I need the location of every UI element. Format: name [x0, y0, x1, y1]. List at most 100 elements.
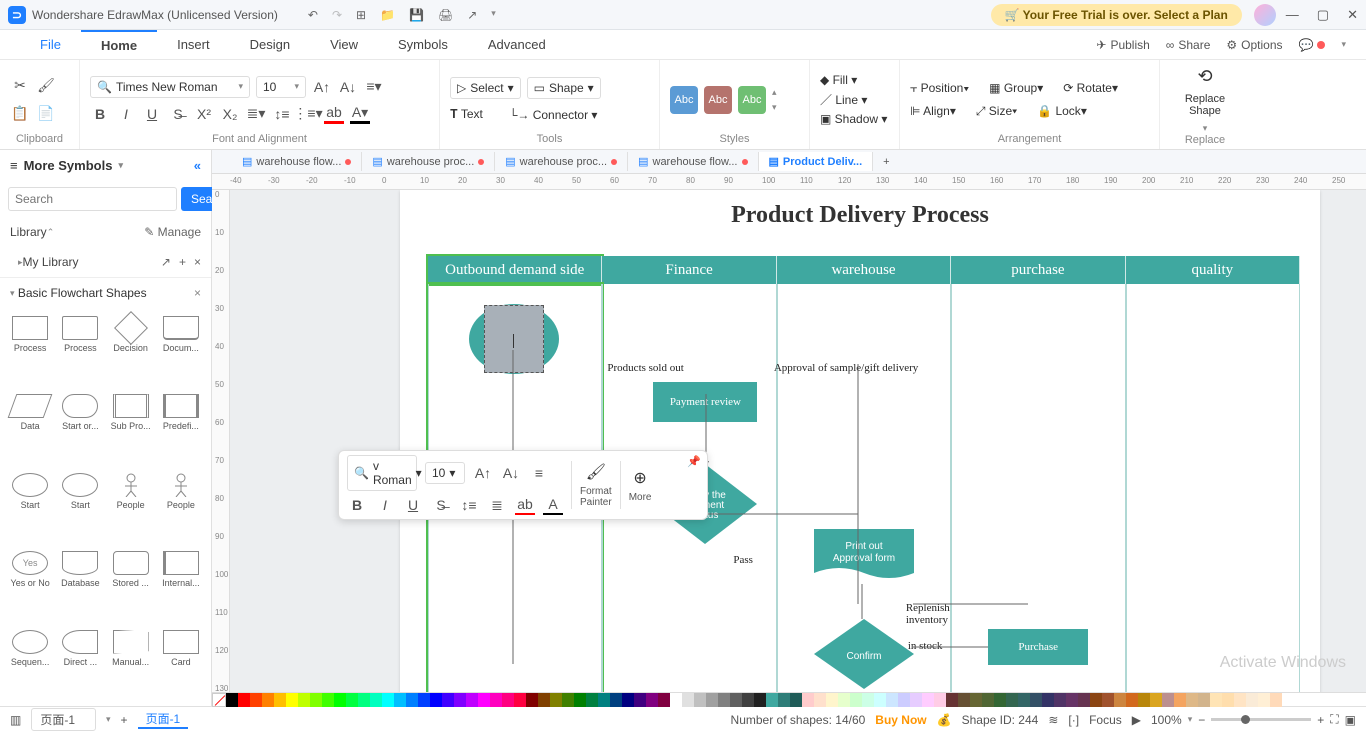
no-color-swatch[interactable] [212, 693, 226, 707]
color-swatch[interactable] [730, 693, 742, 707]
doc-tab-2[interactable]: ▤warehouse proc... [362, 152, 495, 171]
lane-body-4[interactable] [1126, 284, 1300, 692]
shape-startor[interactable]: Start or... [56, 390, 104, 466]
color-swatch[interactable] [514, 693, 526, 707]
mini-highlight-icon[interactable]: ab [515, 495, 535, 515]
color-swatch[interactable] [886, 693, 898, 707]
color-swatch[interactable] [814, 693, 826, 707]
color-swatch[interactable] [550, 693, 562, 707]
color-swatch[interactable] [1210, 693, 1222, 707]
lane-header-2[interactable]: warehouse [777, 256, 951, 284]
shape-subpro[interactable]: Sub Pro... [107, 390, 155, 466]
connector-tool[interactable]: └→ Connector ▾ [509, 108, 598, 122]
lane-body-2[interactable]: Approval of sample/gift delivery Print o… [777, 284, 951, 692]
qat-more-icon[interactable]: ▾ [491, 8, 496, 22]
color-swatch[interactable] [1138, 693, 1150, 707]
more-symbols-label[interactable]: More Symbols [24, 158, 113, 173]
redo-icon[interactable]: ↷ [332, 8, 342, 22]
fit-icon[interactable]: ⛶ [1330, 712, 1338, 727]
linespace-icon[interactable]: ↕≡ [272, 104, 292, 124]
search-input[interactable] [8, 187, 177, 211]
mini-fontcolor-icon[interactable]: A [543, 495, 563, 515]
color-swatch[interactable] [1270, 693, 1282, 707]
color-swatch[interactable] [346, 693, 358, 707]
color-swatch[interactable] [574, 693, 586, 707]
user-avatar[interactable] [1254, 4, 1276, 26]
page-layout-icon[interactable]: ▥ [10, 713, 21, 727]
shape-sequen[interactable]: Sequen... [6, 626, 54, 702]
superscript-icon[interactable]: X² [194, 104, 214, 124]
color-swatch[interactable] [1114, 693, 1126, 707]
lane-header-4[interactable]: quality [1126, 256, 1300, 284]
doc-tab-5[interactable]: ▤Product Deliv... [759, 152, 874, 171]
color-swatch[interactable] [526, 693, 538, 707]
shape-stored[interactable]: Stored ... [107, 547, 155, 623]
minimize-icon[interactable]: — [1286, 7, 1299, 23]
color-swatch[interactable] [706, 693, 718, 707]
play-icon[interactable]: ▶ [1132, 713, 1141, 727]
numbering-icon[interactable]: ⋮≡▾ [298, 104, 318, 124]
decrease-font-icon[interactable]: A↓ [338, 77, 358, 97]
export-icon[interactable]: ↗ [467, 8, 477, 22]
color-swatch[interactable] [1198, 693, 1210, 707]
new-icon[interactable]: ⊞ [356, 8, 366, 22]
shape-payment-review[interactable]: Payment review [653, 382, 757, 422]
color-swatch[interactable] [1246, 693, 1258, 707]
color-swatch[interactable] [922, 693, 934, 707]
size-button[interactable]: ⤢ Size▾ [976, 104, 1017, 119]
canvas[interactable]: Product Delivery Process Outbound demand… [230, 190, 1366, 692]
color-swatch[interactable] [466, 693, 478, 707]
color-swatch[interactable] [838, 693, 850, 707]
color-swatch[interactable] [1222, 693, 1234, 707]
color-swatch[interactable] [262, 693, 274, 707]
page-tab[interactable]: 页面-1 [138, 710, 189, 729]
lane-header-1[interactable]: Finance [602, 256, 776, 284]
color-swatch[interactable] [1066, 693, 1078, 707]
paste-icon[interactable]: 📄 [36, 104, 56, 124]
mini-font-select[interactable]: 🔍v Roman▾ [347, 455, 417, 491]
color-swatch[interactable] [310, 693, 322, 707]
buy-now-link[interactable]: Buy Now [875, 713, 926, 727]
bullet-icon[interactable]: ≣▾ [246, 104, 266, 124]
section-basic-flowchart[interactable]: Basic Flowchart Shapes [18, 286, 147, 300]
undo-icon[interactable]: ↶ [308, 8, 318, 22]
doc-tab-3[interactable]: ▤warehouse proc... [495, 152, 628, 171]
zoom-slider[interactable] [1211, 718, 1311, 721]
color-swatch[interactable] [1150, 693, 1162, 707]
color-swatch[interactable] [634, 693, 646, 707]
color-swatch[interactable] [598, 693, 610, 707]
lib-close-icon[interactable]: × [194, 255, 201, 269]
focus-icon[interactable]: [·] [1068, 713, 1079, 727]
notification-icon[interactable]: 💬 [1299, 38, 1326, 52]
shape-purchase[interactable]: Purchase [988, 629, 1088, 665]
shape-database[interactable]: Database [56, 547, 104, 623]
add-page-icon[interactable]: + [121, 713, 128, 727]
color-swatch[interactable] [406, 693, 418, 707]
color-swatch[interactable] [766, 693, 778, 707]
color-swatch[interactable] [958, 693, 970, 707]
shape-people[interactable]: People [107, 469, 155, 545]
color-swatch[interactable] [1054, 693, 1066, 707]
color-swatch[interactable] [862, 693, 874, 707]
mini-align-icon[interactable]: ≡ [529, 463, 549, 483]
section-close-icon[interactable]: × [194, 286, 201, 300]
shape-card[interactable]: Card [157, 626, 205, 702]
color-swatch[interactable] [394, 693, 406, 707]
color-swatch[interactable] [1162, 693, 1174, 707]
color-swatch[interactable] [286, 693, 298, 707]
color-swatch[interactable] [742, 693, 754, 707]
color-swatch[interactable] [946, 693, 958, 707]
lane-header-0[interactable]: Outbound demand side [428, 256, 602, 284]
style-preset-1[interactable]: Abc [670, 86, 698, 114]
fill-button[interactable]: ◆ Fill ▾ [820, 73, 887, 87]
color-swatch[interactable] [754, 693, 766, 707]
color-swatch[interactable] [874, 693, 886, 707]
buy-icon[interactable]: 💰 [937, 713, 952, 727]
shape-manual[interactable]: Manual... [107, 626, 155, 702]
color-swatch[interactable] [238, 693, 250, 707]
color-swatch[interactable] [562, 693, 574, 707]
layers-icon[interactable]: ≋ [1048, 713, 1058, 727]
color-swatch[interactable] [538, 693, 550, 707]
maximize-icon[interactable]: ▢ [1317, 7, 1329, 23]
color-swatch[interactable] [442, 693, 454, 707]
